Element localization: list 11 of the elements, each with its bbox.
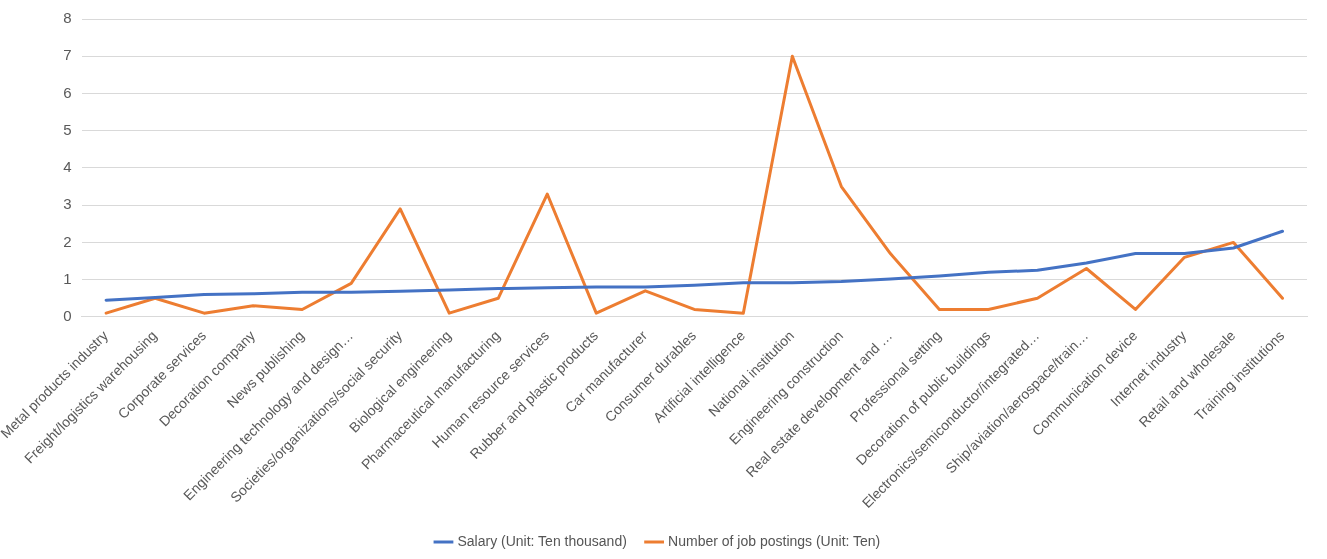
y-tick-label: 6 [63, 83, 72, 101]
y-tick-label: 7 [63, 46, 72, 64]
y-tick-label: 5 [63, 120, 72, 138]
y-tick-label: 4 [63, 158, 72, 176]
y-tick-label: 8 [63, 9, 72, 27]
y-tick-label: 0 [63, 307, 72, 325]
legend-label: Number of job postings (Unit: Ten) [668, 532, 881, 549]
y-tick-label: 3 [63, 195, 72, 213]
y-tick-label: 1 [63, 269, 72, 287]
y-tick-label: 2 [63, 232, 72, 250]
legend-label: Salary (Unit: Ten thousand) [457, 532, 627, 549]
